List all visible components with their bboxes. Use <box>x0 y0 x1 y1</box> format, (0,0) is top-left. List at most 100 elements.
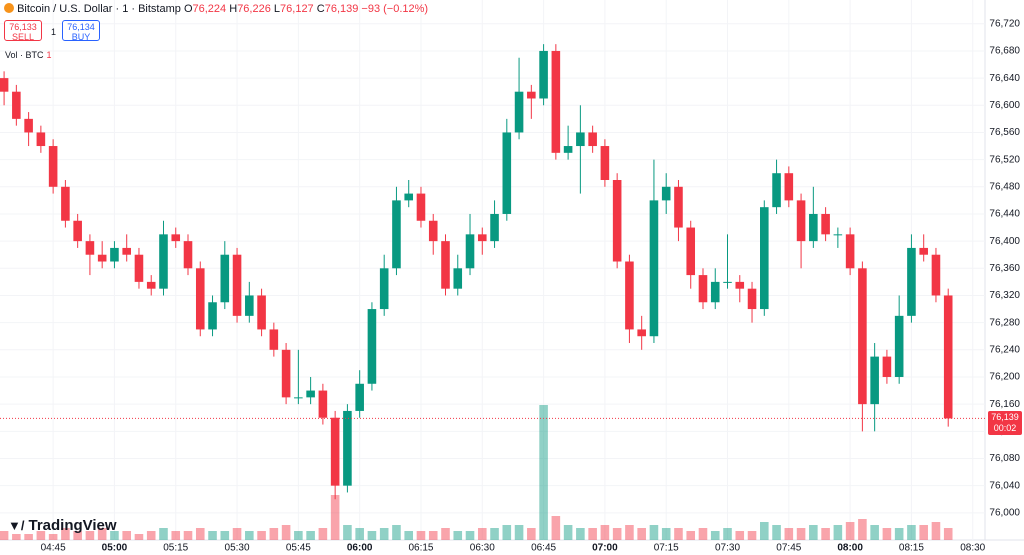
volume-bar <box>637 528 646 540</box>
candle-body <box>428 220 438 242</box>
l-label: L <box>273 3 281 15</box>
candle-body <box>735 281 745 289</box>
volume-bar <box>747 531 757 540</box>
y-tick-label: 76,520 <box>989 154 1020 165</box>
candle-body <box>907 247 916 316</box>
candle-body <box>490 213 499 242</box>
volume-bar <box>723 528 732 540</box>
volume-bar <box>686 531 696 540</box>
volume-legend: Vol · BTC 1 <box>5 50 52 60</box>
candle-body <box>576 132 585 147</box>
countdown: 00:02 <box>993 423 1017 434</box>
candle-body <box>465 234 475 269</box>
x-tick-label: 08:00 <box>837 543 863 554</box>
candle-body <box>97 254 107 262</box>
volume-bar <box>208 531 217 540</box>
volume-bar <box>97 528 107 540</box>
volume-bar <box>772 525 781 540</box>
candle-body <box>171 234 181 242</box>
candle-body <box>514 91 524 133</box>
y-tick-label: 76,600 <box>989 100 1020 111</box>
x-tick-label: 07:00 <box>592 543 618 554</box>
sell-button[interactable]: 76,133 SELL <box>4 20 42 42</box>
candle-body <box>294 397 303 399</box>
volume-bar <box>661 528 671 540</box>
volume-bar <box>12 534 21 540</box>
x-tick-label: 07:15 <box>654 543 679 554</box>
candle-body <box>245 295 254 316</box>
volume-bar <box>882 528 892 540</box>
candle-body <box>441 241 450 289</box>
volume-bar <box>576 528 585 540</box>
volume-bar <box>514 525 524 540</box>
volume-bar <box>428 531 438 540</box>
volume-bar <box>220 531 230 540</box>
volume-value: 1 <box>46 50 52 60</box>
brand-name: TradingView <box>28 517 117 534</box>
volume-bar <box>858 519 867 540</box>
candle-body <box>85 241 95 255</box>
volume-bar <box>392 525 401 540</box>
candle-body <box>208 302 217 330</box>
x-tick-label: 07:30 <box>715 543 740 554</box>
volume-bar <box>894 528 904 540</box>
volume-bar <box>146 531 156 540</box>
buy-button[interactable]: 76,134 BUY <box>62 20 100 42</box>
volume-bar <box>907 525 916 540</box>
candle-body <box>894 315 904 377</box>
candle-body <box>392 200 401 269</box>
open-value: 76,224 <box>192 3 227 15</box>
candle-body <box>453 268 463 289</box>
volume-bar <box>563 525 573 540</box>
sell-price: 76,133 <box>9 22 37 32</box>
candle-body <box>122 247 131 255</box>
volume-bar <box>195 528 205 540</box>
volume-bar <box>24 534 33 540</box>
candle-body <box>943 295 953 419</box>
x-tick-label: 05:15 <box>163 543 188 554</box>
y-tick-label: 76,720 <box>989 18 1020 29</box>
volume-bar <box>379 528 389 540</box>
y-tick-label: 76,320 <box>989 290 1020 301</box>
candle-body <box>281 349 291 398</box>
volume-bar <box>796 528 806 540</box>
x-tick-label: 06:00 <box>347 543 373 554</box>
volume-bar <box>343 525 352 540</box>
candle-body <box>784 173 794 201</box>
candle-body <box>686 227 696 276</box>
volume-bar <box>612 528 622 540</box>
candle-body <box>220 254 230 303</box>
candle-body <box>159 234 168 289</box>
candle-body <box>24 118 33 133</box>
y-tick-label: 76,440 <box>989 209 1020 220</box>
volume-bar <box>171 531 181 540</box>
y-tick-label: 76,680 <box>989 46 1020 57</box>
volume-bar <box>625 525 634 540</box>
candle-body <box>833 234 843 236</box>
volume-bar <box>416 531 426 540</box>
symbol-icon <box>4 3 14 13</box>
y-tick-label: 76,240 <box>989 344 1020 355</box>
candle-body <box>12 91 21 119</box>
candle-body <box>502 132 512 214</box>
volume-bar <box>674 528 683 540</box>
volume-bar <box>355 528 364 540</box>
y-tick-label: 76,080 <box>989 453 1020 464</box>
candle-body <box>882 356 892 377</box>
candle-body <box>637 329 646 337</box>
volume-bar <box>0 531 9 540</box>
candle-body <box>723 281 732 283</box>
x-tick-label: 05:45 <box>286 543 311 554</box>
close-value: 76,139 <box>324 3 359 15</box>
candle-body <box>760 207 769 310</box>
volume-bar <box>833 525 843 540</box>
candle-body <box>588 132 597 147</box>
candle-body <box>343 410 352 486</box>
volume-bar <box>698 528 708 540</box>
volume-bar <box>588 528 597 540</box>
volume-bar <box>306 531 315 540</box>
candle-body <box>269 329 279 350</box>
candle-body <box>257 295 266 330</box>
volume-bar <box>404 531 414 540</box>
